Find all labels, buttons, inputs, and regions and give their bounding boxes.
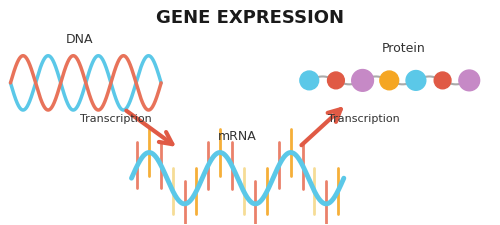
Text: Transcription: Transcription	[80, 114, 152, 124]
Text: GENE EXPRESSION: GENE EXPRESSION	[156, 9, 344, 27]
Circle shape	[352, 70, 374, 91]
Text: Transcription: Transcription	[328, 114, 400, 124]
Circle shape	[380, 71, 398, 90]
Text: Protein: Protein	[382, 42, 426, 55]
Text: mRNA: mRNA	[218, 130, 257, 143]
Circle shape	[328, 72, 344, 89]
Text: DNA: DNA	[66, 33, 94, 46]
Circle shape	[300, 71, 318, 90]
Circle shape	[459, 70, 479, 91]
Circle shape	[434, 72, 451, 89]
Circle shape	[406, 70, 426, 90]
